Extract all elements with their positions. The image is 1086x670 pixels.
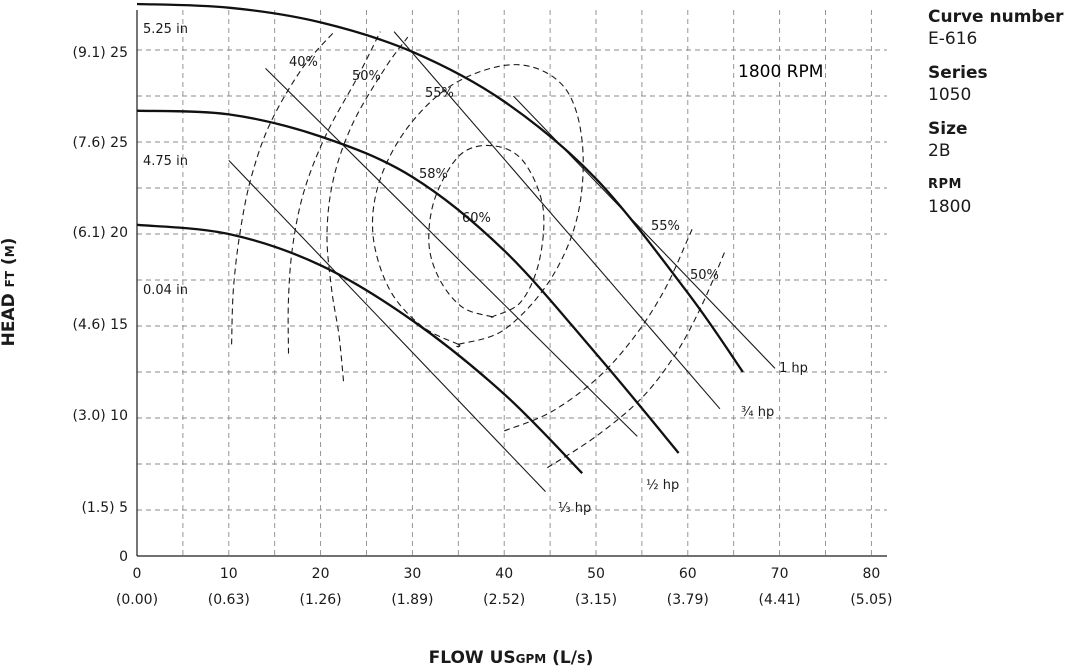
y-tick-label: (1.5) 5 (81, 500, 128, 516)
efficiency-curve-50pct-right (547, 252, 726, 469)
y-tick-label: (7.6) 25 (73, 135, 128, 151)
curve-annotation: ¾ hp (741, 405, 774, 420)
curve-annotation: 4.75 in (143, 154, 188, 169)
x-tick-label: 50 (587, 566, 605, 582)
rpm-label: RPM (928, 177, 962, 192)
x-tick-sublabel: (4.41) (759, 592, 801, 608)
axes (136, 10, 887, 557)
y-tick-label: (9.1) 25 (73, 45, 128, 61)
x-tick-sublabel: (5.05) (850, 592, 892, 608)
size-value: 2B (928, 141, 951, 161)
efficiency-curve-60pct (428, 144, 545, 319)
curve-annotation: 5.25 in (143, 22, 188, 37)
curve-number-label: Curve number (928, 7, 1064, 27)
x-tick-sublabel: (0.63) (208, 592, 250, 608)
x-axis-title: FLOW USgpm (L/s) (429, 648, 594, 668)
power-line (512, 95, 776, 369)
efficiency-curves (231, 31, 726, 469)
x-tick-label: 30 (403, 566, 421, 582)
tick-labels: 0 (0.00) 10 (0.63) 20 (1.26) 30 (1.89) 40 (2.52) 5… (73, 45, 893, 608)
series-value: 1050 (928, 85, 972, 105)
efficiency-curve-50pct (287, 31, 381, 354)
curve-annotation: 55% (425, 86, 454, 101)
impeller-curves (136, 2, 744, 475)
y-tick-label: (6.1) 20 (73, 225, 128, 241)
x-tick-label: 80 (862, 566, 880, 582)
x-tick-label: 70 (771, 566, 789, 582)
x-tick-sublabel: (2.52) (483, 592, 525, 608)
efficiency-curve-55pct-right (503, 228, 693, 432)
efficiency-curve-55pct (326, 36, 409, 382)
curve-annotation: ½ hp (646, 478, 679, 493)
curve-annotation: 58% (419, 167, 448, 182)
y-tick-label: 0 (119, 549, 128, 565)
grid-lines (137, 10, 887, 556)
curve-annotation: 40% (289, 55, 318, 70)
efficiency-curve-40pct (231, 31, 335, 345)
series-label: Series (928, 63, 988, 83)
curve-annotation: ⅓ hp (558, 501, 591, 516)
x-tick-sublabel: (0.00) (116, 592, 158, 608)
curve-annotation: 1 hp (779, 361, 808, 376)
rpm-value: 1800 (928, 197, 972, 217)
impeller-curve (136, 109, 680, 454)
curve-annotations: 5.25 in 4.75 in 0.04 in 40% 50% 55% 58% 60% 55% 5… (143, 22, 808, 516)
curve-annotation: 50% (352, 69, 381, 84)
power-line (228, 160, 546, 492)
efficiency-curve-58pct (371, 64, 584, 348)
impeller-curve (136, 2, 744, 373)
curve-number-value: E-616 (928, 29, 978, 49)
x-tick-sublabel: (1.26) (300, 592, 342, 608)
curve-annotation: 60% (462, 211, 491, 226)
x-tick-label: 20 (312, 566, 330, 582)
curve-annotation: 55% (651, 219, 680, 234)
x-tick-label: 10 (220, 566, 238, 582)
impeller-curve (136, 223, 584, 475)
chart-title: 1800 RPM (738, 62, 823, 82)
curve-annotation: 0.04 in (143, 283, 188, 298)
x-tick-label: 0 (133, 566, 142, 582)
power-line (265, 68, 638, 437)
x-tick-sublabel: (1.89) (391, 592, 433, 608)
y-tick-label: (3.0) 10 (73, 408, 128, 424)
y-axis-title: HEAD ft (m) (0, 238, 19, 347)
x-tick-sublabel: (3.79) (667, 592, 709, 608)
x-tick-label: 60 (679, 566, 697, 582)
x-tick-sublabel: (3.15) (575, 592, 617, 608)
y-tick-label: (4.6) 15 (73, 317, 128, 333)
curve-annotation: 50% (690, 268, 719, 283)
power-line (393, 31, 721, 410)
size-label: Size (928, 119, 968, 139)
x-tick-label: 40 (495, 566, 513, 582)
info-panel: Curve number E-616 Series 1050 Size 2B R… (928, 6, 1086, 230)
